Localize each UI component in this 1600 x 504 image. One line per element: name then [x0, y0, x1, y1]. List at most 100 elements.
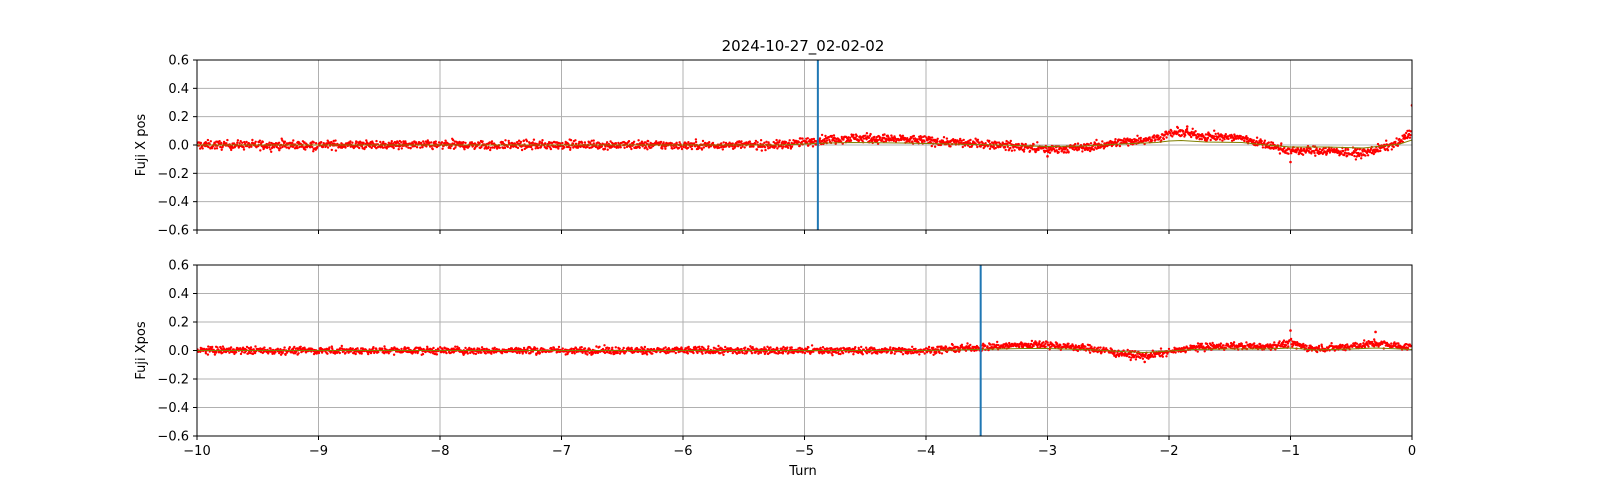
data-point — [475, 353, 477, 355]
data-point — [1194, 130, 1196, 132]
data-point — [365, 146, 367, 148]
data-point — [712, 142, 714, 144]
data-point — [923, 140, 925, 142]
data-point — [393, 147, 395, 149]
data-point — [480, 351, 482, 353]
data-point — [701, 353, 703, 355]
data-point — [707, 345, 709, 347]
data-point — [1362, 150, 1364, 152]
data-point — [341, 345, 343, 347]
data-point — [786, 346, 788, 348]
data-point — [993, 145, 995, 147]
data-point — [799, 145, 801, 147]
data-point — [469, 352, 471, 354]
data-point — [361, 352, 363, 354]
data-point — [989, 343, 991, 345]
data-point — [581, 346, 583, 348]
data-point — [751, 352, 753, 354]
data-point — [454, 346, 456, 348]
data-point — [243, 148, 245, 150]
data-point — [1351, 154, 1353, 156]
data-point — [520, 141, 522, 143]
data-point — [963, 139, 965, 141]
data-point — [1036, 141, 1038, 143]
data-point — [1379, 150, 1381, 152]
data-point — [698, 147, 700, 149]
data-point — [1033, 345, 1035, 347]
data-point — [1177, 127, 1179, 129]
data-point — [478, 142, 480, 144]
data-point — [1391, 148, 1393, 150]
data-point — [344, 146, 346, 148]
data-point — [458, 347, 460, 349]
data-point — [1289, 161, 1292, 164]
data-point — [1142, 358, 1144, 360]
chart-title: 2024-10-27_02-02-02 — [722, 37, 885, 56]
data-point — [1029, 150, 1031, 152]
data-point — [1313, 152, 1315, 154]
data-point — [840, 347, 842, 349]
data-point — [398, 148, 400, 150]
data-point — [1211, 342, 1213, 344]
data-point — [468, 145, 470, 147]
y-axis-label: Fuji X pos — [134, 114, 149, 177]
data-point — [934, 146, 936, 148]
data-point — [1204, 350, 1206, 352]
data-point — [1004, 146, 1006, 148]
data-point — [724, 346, 726, 348]
data-point — [977, 139, 979, 141]
y-tick-label: −0.4 — [157, 195, 189, 210]
data-point — [969, 344, 971, 346]
data-point — [205, 352, 207, 354]
data-point — [1042, 341, 1044, 343]
data-point — [1013, 149, 1015, 151]
data-point — [517, 147, 519, 149]
data-point — [557, 147, 559, 149]
data-point — [445, 352, 447, 354]
data-point — [536, 348, 538, 350]
data-point — [1227, 343, 1229, 345]
data-point — [339, 352, 341, 354]
data-point — [678, 147, 680, 149]
data-point — [289, 346, 291, 348]
data-point — [1067, 343, 1069, 345]
data-point — [1197, 350, 1199, 352]
data-point — [216, 346, 218, 348]
data-point — [696, 352, 698, 354]
data-point — [268, 146, 270, 148]
data-point — [752, 346, 754, 348]
data-point — [718, 147, 720, 149]
data-point — [860, 346, 862, 348]
data-point — [419, 147, 421, 149]
data-point — [1287, 342, 1289, 344]
data-point — [393, 354, 395, 356]
data-point — [1128, 356, 1130, 358]
data-point — [251, 139, 253, 141]
data-point — [932, 347, 934, 349]
data-point — [593, 139, 595, 141]
data-point — [270, 151, 272, 153]
data-point — [1223, 138, 1225, 140]
data-point — [1253, 342, 1255, 344]
data-point — [284, 141, 286, 143]
data-point — [1309, 148, 1311, 150]
data-point — [703, 146, 705, 148]
data-point — [1353, 155, 1355, 157]
data-point — [863, 137, 865, 139]
data-point — [692, 352, 694, 354]
data-point — [1190, 136, 1192, 138]
data-point — [1219, 138, 1221, 140]
data-point — [931, 136, 933, 138]
data-point — [467, 352, 469, 354]
data-point — [908, 141, 910, 143]
data-point — [688, 346, 690, 348]
data-point — [379, 141, 381, 143]
data-point — [441, 148, 443, 150]
data-point — [824, 135, 826, 137]
data-point — [924, 352, 926, 354]
data-point — [254, 345, 256, 347]
data-point — [695, 141, 697, 143]
data-point — [1394, 141, 1396, 143]
